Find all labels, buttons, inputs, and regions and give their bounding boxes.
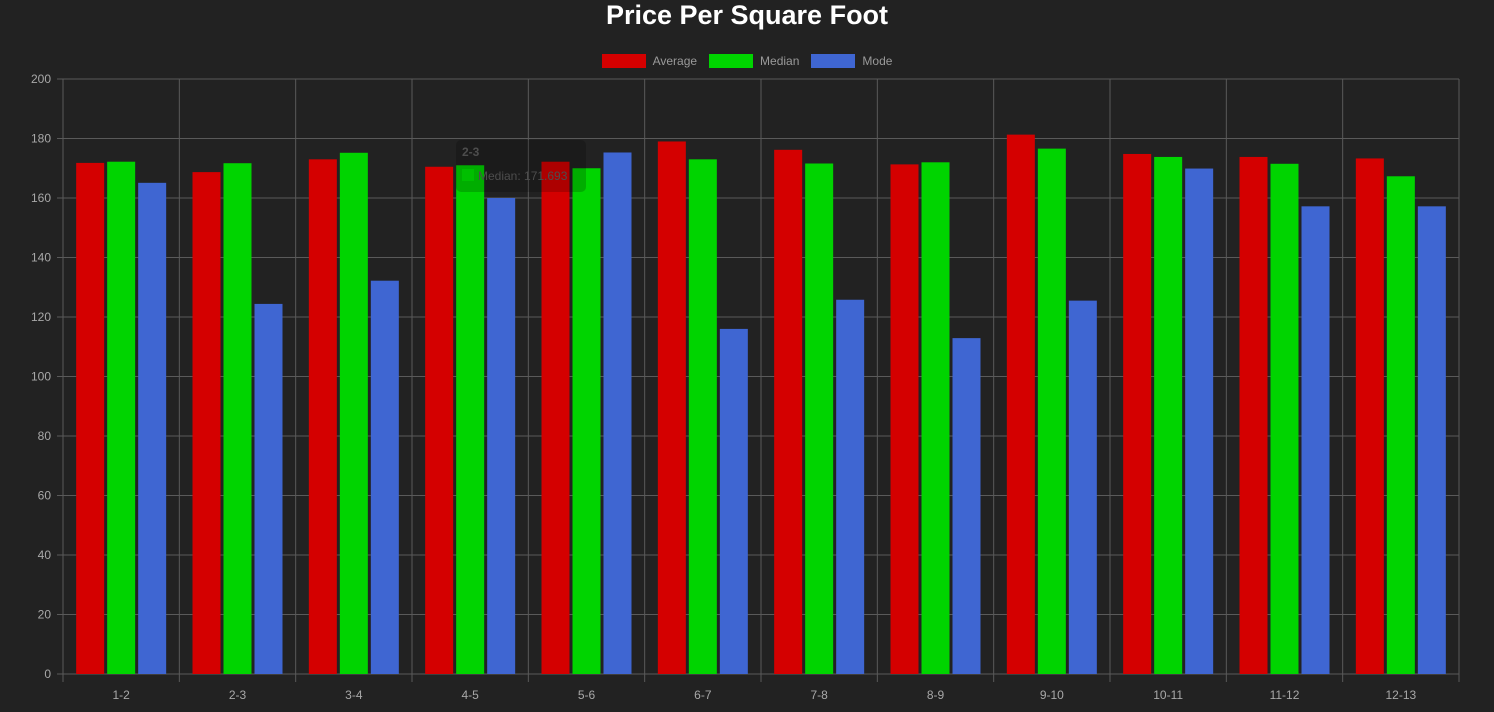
bar-average	[1355, 158, 1384, 674]
bar-median	[107, 161, 136, 674]
bar-mode	[1185, 168, 1214, 675]
x-tick-label: 9-10	[1040, 688, 1064, 702]
legend: Average Median Mode	[0, 52, 1494, 70]
bar-median	[1386, 176, 1415, 674]
bar-mode	[138, 182, 167, 674]
bar-median	[456, 165, 485, 674]
bar-median	[805, 163, 834, 675]
bar-average	[192, 172, 221, 674]
bar-mode	[719, 328, 748, 674]
bar-average	[657, 141, 686, 675]
bar-average	[425, 166, 454, 674]
bar-mode	[1068, 300, 1097, 674]
tooltip-title: 2-3	[462, 145, 480, 159]
bar-average	[1239, 156, 1268, 674]
legend-item-median[interactable]: Median	[709, 52, 799, 70]
bar-average	[76, 162, 105, 674]
x-tick-label: 4-5	[461, 688, 479, 702]
x-tick-label: 11-12	[1270, 688, 1300, 702]
y-tick-label: 0	[44, 667, 51, 681]
legend-swatch-median	[709, 54, 754, 68]
bar-median	[1037, 148, 1066, 675]
y-tick-label: 120	[31, 310, 51, 324]
y-tick-label: 100	[31, 370, 51, 384]
bar-mode	[1301, 206, 1330, 674]
bar-median	[1270, 163, 1299, 674]
bar-mode	[952, 338, 981, 674]
bar-median	[572, 168, 601, 674]
y-tick-label: 140	[31, 251, 51, 265]
bar-median	[223, 163, 252, 674]
bar-average	[774, 149, 803, 674]
y-tick-label: 200	[31, 72, 51, 86]
bar-median	[339, 152, 368, 674]
bar-median	[1154, 156, 1183, 674]
bar-average	[308, 159, 337, 674]
x-tick-label: 10-11	[1153, 688, 1183, 702]
y-tick-label: 160	[31, 191, 51, 205]
bar-mode	[603, 152, 632, 675]
x-tick-label: 2-3	[229, 688, 247, 702]
x-tick-label: 1-2	[112, 688, 130, 702]
bar-median	[688, 159, 717, 674]
y-tick-label: 80	[38, 429, 52, 443]
x-tick-label: 7-8	[810, 688, 828, 702]
bar-mode	[254, 303, 283, 674]
legend-swatch-mode	[811, 54, 856, 68]
bar-mode	[836, 299, 865, 674]
legend-swatch-average	[601, 54, 646, 68]
y-tick-label: 60	[38, 489, 52, 503]
legend-label-average: Average	[652, 54, 698, 68]
y-tick-label: 40	[38, 548, 52, 562]
bar-average	[890, 164, 919, 674]
bar-mode	[1417, 206, 1446, 674]
legend-item-mode[interactable]: Mode	[811, 52, 892, 70]
chart-title: Price Per Square Foot	[605, 0, 889, 30]
x-tick-label: 6-7	[694, 688, 712, 702]
legend-item-average[interactable]: Average	[601, 52, 698, 70]
bar-average	[1006, 134, 1035, 674]
x-tick-label: 8-9	[927, 688, 945, 702]
y-tick-label: 20	[38, 608, 52, 622]
legend-label-median: Median	[760, 54, 800, 68]
x-tick-label: 5-6	[578, 688, 596, 702]
tooltip-label: Median: 171.693	[478, 169, 568, 183]
bar-average	[541, 161, 570, 674]
x-tick-label: 12-13	[1385, 688, 1416, 702]
bar-mode	[487, 198, 516, 674]
bar-average	[1123, 153, 1152, 675]
y-tick-label: 180	[31, 132, 51, 146]
tooltip-swatch	[462, 169, 474, 181]
bar-mode	[370, 280, 399, 674]
x-tick-label: 3-4	[345, 688, 363, 702]
legend-label-mode: Mode	[862, 54, 893, 68]
tooltip-box	[456, 140, 586, 192]
bar-median	[921, 162, 950, 675]
